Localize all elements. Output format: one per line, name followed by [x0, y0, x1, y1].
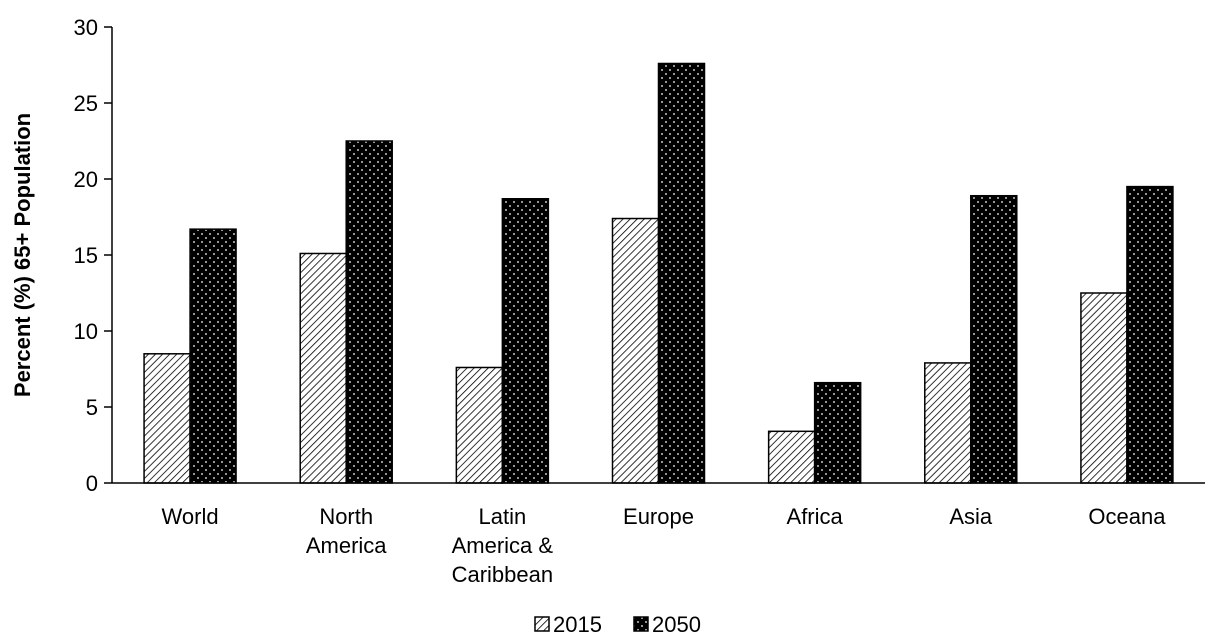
bar-2015-4: [767, 430, 816, 484]
bar-2015-0: [143, 353, 191, 484]
x-tick-label: Latin America & Caribbean: [452, 504, 554, 587]
bar-2050-1: [345, 140, 393, 484]
y-axis-label: Percent (%) 65+ Population: [10, 113, 35, 397]
bars-group: [143, 62, 1174, 484]
x-tick-label: Asia: [949, 504, 993, 529]
x-tick-label: Europe: [623, 504, 694, 529]
y-tick-label: 20: [74, 167, 98, 192]
x-tick-label: Africa: [787, 504, 844, 529]
y-tick-label: 25: [74, 91, 98, 116]
x-tick-label: Oceana: [1088, 504, 1166, 529]
y-tick-label: 30: [74, 15, 98, 40]
bar-2050-5: [970, 194, 1018, 484]
bar-2015-3: [611, 217, 660, 484]
legend-label-2015: 2015: [553, 612, 602, 637]
y-tick-label: 0: [86, 471, 98, 496]
x-tick-label: North America: [306, 504, 387, 558]
y-tick-label: 10: [74, 319, 98, 344]
x-tick-label: World: [162, 504, 219, 529]
y-tick-label: 5: [86, 395, 98, 420]
bar-2050-6: [1126, 185, 1174, 484]
bar-2050-3: [657, 62, 706, 484]
bar-2015-5: [924, 362, 972, 484]
y-axis: 0 5 10 15 20 25 30: [74, 15, 113, 496]
legend-swatch-2015: [534, 616, 550, 632]
bar-2050-2: [501, 198, 550, 484]
bar-2015-2: [455, 366, 504, 484]
legend-label-2050: 2050: [652, 612, 701, 637]
bar-2050-4: [813, 381, 862, 484]
bar-2015-1: [299, 252, 347, 484]
legend-swatch-2050: [633, 616, 649, 632]
bar-2015-6: [1080, 292, 1128, 484]
legend: 2015 2050: [534, 612, 701, 637]
x-axis: World North America Latin America & Caribbean…: [112, 482, 1205, 587]
y-tick-label: 15: [74, 243, 98, 268]
bar-2050-0: [189, 228, 237, 484]
